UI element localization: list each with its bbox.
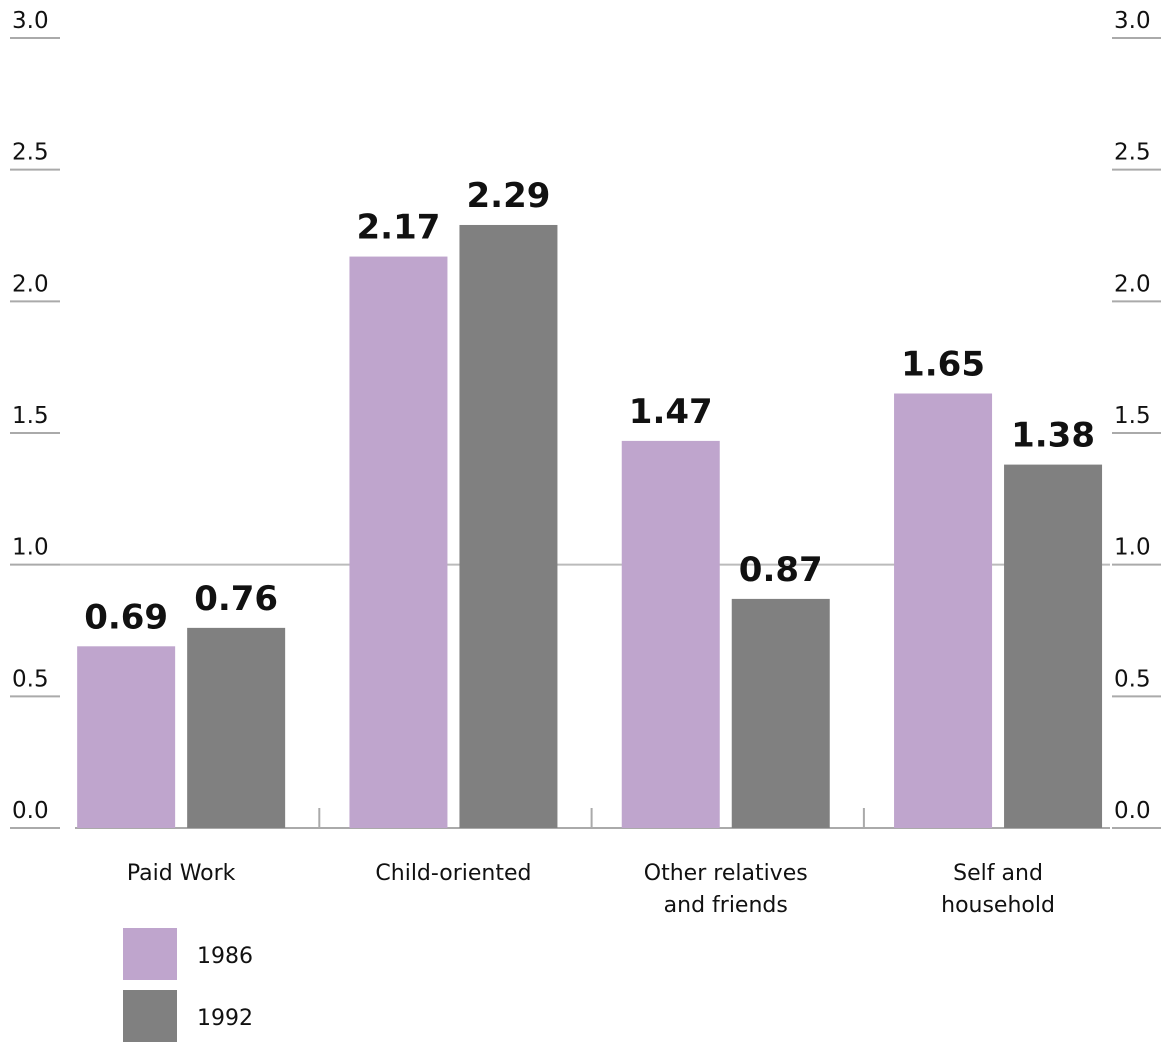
bar — [622, 441, 720, 828]
legend-swatch — [123, 990, 177, 1042]
value-label: 1.47 — [629, 392, 713, 432]
y-tick-label: 2.5 — [12, 140, 49, 166]
x-tick-label: Self and household — [908, 858, 1088, 922]
y2-tick-label: 2.0 — [1114, 271, 1151, 297]
y-tick-label: 2.0 — [12, 271, 49, 297]
y-tick-label: 1.5 — [12, 403, 49, 429]
bar — [732, 599, 830, 828]
value-label: 1.38 — [1011, 416, 1095, 456]
bar — [1004, 465, 1102, 828]
legend-label: 1992 — [197, 1006, 253, 1031]
value-label: 0.69 — [84, 597, 168, 637]
y2-tick-label: 1.5 — [1114, 403, 1151, 429]
y2-tick-label: 0.5 — [1114, 666, 1151, 692]
y2-tick-label: 0.0 — [1114, 798, 1151, 824]
y2-tick-label: 1.0 — [1114, 535, 1151, 561]
value-label: 0.76 — [194, 579, 278, 619]
y2-tick-label: 3.0 — [1114, 8, 1151, 34]
x-tick-label: Child-oriented — [363, 858, 543, 890]
value-label: 2.29 — [467, 176, 551, 216]
value-label: 1.65 — [901, 345, 985, 385]
bar — [349, 257, 447, 828]
x-tick-label: Paid Work — [91, 858, 271, 890]
value-label: 2.17 — [357, 208, 441, 248]
y2-tick-label: 2.5 — [1114, 140, 1151, 166]
bar — [77, 646, 175, 828]
x-tick-label: Other relatives and friends — [636, 858, 816, 922]
bar — [187, 628, 285, 828]
y-tick-label: 0.5 — [12, 666, 49, 692]
legend-swatch — [123, 928, 177, 980]
value-label: 0.87 — [739, 550, 823, 590]
bar — [459, 225, 557, 828]
y-tick-label: 3.0 — [12, 8, 49, 34]
y-tick-label: 1.0 — [12, 535, 49, 561]
page: 0.0 0.0 0.5 0.5 1.0 1.0 1.5 1.5 2.0 2.0 2.5 2.5 3.0 3… — [0, 0, 1161, 1042]
bar — [894, 394, 992, 829]
legend-label: 1986 — [197, 944, 253, 969]
y-tick-label: 0.0 — [12, 798, 49, 824]
